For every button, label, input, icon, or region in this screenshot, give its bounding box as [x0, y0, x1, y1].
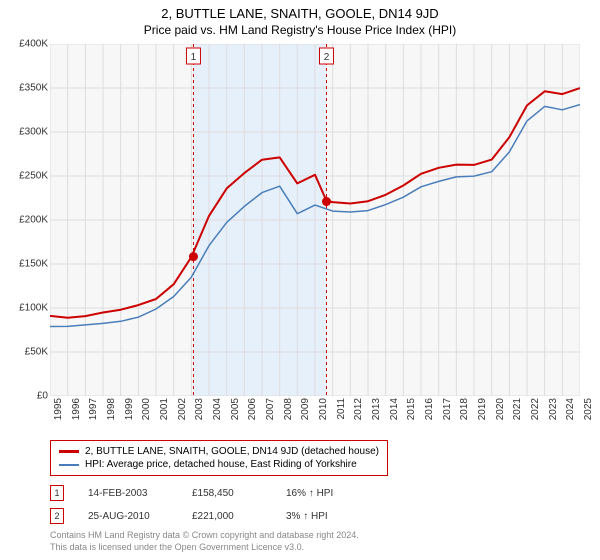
x-tick-label: 2015: [406, 398, 417, 420]
x-tick-label: 2009: [300, 398, 311, 420]
x-tick-label: 2014: [389, 398, 400, 420]
sale-date-2: 25-AUG-2010: [88, 511, 168, 522]
y-tick-label: £150K: [19, 259, 48, 270]
chart-plot-area: 12: [50, 44, 580, 396]
legend-label-hpi: HPI: Average price, detached house, East…: [85, 459, 357, 470]
sale-price-1: £158,450: [192, 488, 262, 499]
x-tick-label: 1998: [106, 398, 117, 420]
x-tick-label: 2020: [495, 398, 506, 420]
legend-swatch-hpi: [59, 464, 79, 466]
x-tick-label: 2004: [212, 398, 223, 420]
x-tick-label: 2016: [424, 398, 435, 420]
x-tick-label: 1995: [53, 398, 64, 420]
x-tick-label: 2001: [159, 398, 170, 420]
y-tick-label: £0: [37, 391, 48, 402]
legend-swatch-property: [59, 450, 79, 453]
x-tick-label: 2025: [583, 398, 594, 420]
y-tick-label: £50K: [25, 347, 48, 358]
chart-title: 2, BUTTLE LANE, SNAITH, GOOLE, DN14 9JD: [0, 0, 600, 21]
chart-subtitle: Price paid vs. HM Land Registry's House …: [0, 21, 600, 37]
x-tick-label: 2023: [548, 398, 559, 420]
x-tick-label: 2008: [283, 398, 294, 420]
legend: 2, BUTTLE LANE, SNAITH, GOOLE, DN14 9JD …: [50, 440, 388, 476]
sale-marker-1: 1: [50, 485, 64, 501]
x-tick-label: 2005: [230, 398, 241, 420]
x-tick-label: 2011: [336, 398, 347, 420]
legend-label-property: 2, BUTTLE LANE, SNAITH, GOOLE, DN14 9JD …: [85, 446, 379, 457]
y-tick-label: £250K: [19, 171, 48, 182]
x-tick-label: 2013: [371, 398, 382, 420]
x-tick-label: 2007: [265, 398, 276, 420]
sale-price-2: £221,000: [192, 511, 262, 522]
x-tick-label: 2021: [512, 398, 523, 420]
x-tick-label: 2003: [194, 398, 205, 420]
x-tick-label: 1999: [124, 398, 135, 420]
sale-date-1: 14-FEB-2003: [88, 488, 168, 499]
x-tick-label: 2000: [141, 398, 152, 420]
x-tick-label: 2012: [353, 398, 364, 420]
sale-marker-2: 2: [50, 508, 64, 524]
x-tick-label: 1996: [71, 398, 82, 420]
y-tick-label: £300K: [19, 127, 48, 138]
sale-diff-2: 3% ↑ HPI: [286, 511, 328, 522]
y-tick-label: £400K: [19, 39, 48, 50]
x-tick-label: 2017: [442, 398, 453, 420]
x-tick-label: 1997: [88, 398, 99, 420]
y-tick-label: £200K: [19, 215, 48, 226]
y-tick-label: £350K: [19, 83, 48, 94]
sale-row-2: 2 25-AUG-2010 £221,000 3% ↑ HPI: [50, 508, 328, 524]
svg-text:1: 1: [191, 52, 197, 63]
x-tick-label: 2019: [477, 398, 488, 420]
y-tick-label: £100K: [19, 303, 48, 314]
x-tick-label: 2022: [530, 398, 541, 420]
x-tick-label: 2010: [318, 398, 329, 420]
sale-row-1: 1 14-FEB-2003 £158,450 16% ↑ HPI: [50, 485, 333, 501]
sale-diff-1: 16% ↑ HPI: [286, 488, 333, 499]
svg-text:2: 2: [324, 52, 330, 63]
x-tick-label: 2018: [459, 398, 470, 420]
x-tick-label: 2002: [177, 398, 188, 420]
x-tick-label: 2024: [565, 398, 576, 420]
x-tick-label: 2006: [247, 398, 258, 420]
footer-attribution: Contains HM Land Registry data © Crown c…: [50, 530, 359, 553]
